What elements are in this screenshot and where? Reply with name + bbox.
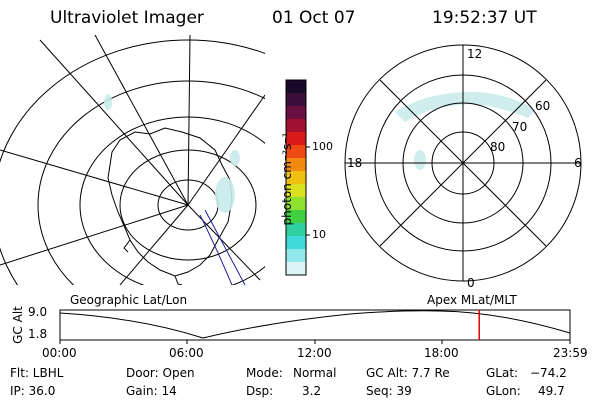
page-title: Ultraviolet Imager [50,8,204,28]
timeline-ticks [59,340,571,344]
lat-circle [0,39,265,285]
info-glat-label: GLat: [486,366,519,380]
colorbar-swatch [286,171,306,185]
timeline-xtick: 06:00 [169,346,204,360]
info-glat-value: −74.2 [530,366,567,380]
auroral-emission [104,94,240,213]
orbit-track [204,209,246,285]
colorbar-tick-10: 10 [312,228,326,241]
mlt-label-0: 0 [467,276,475,290]
header-date: 01 Oct 07 [272,8,356,28]
polar-emission [395,91,535,170]
colorbar-swatch [286,158,306,172]
timeline-xtick: 00:00 [42,346,77,360]
meridian-line [94,35,189,206]
meridian-line [0,204,189,266]
meridian-line [187,204,261,281]
colorbar-swatch [286,236,306,250]
info-mode-label: Mode: [246,366,283,380]
info-gain: Gain: 14 [126,384,177,398]
colorbar-swatch [286,80,306,94]
polar-plot [344,44,582,282]
info-dsp-value: 3.2 [302,384,322,398]
colorbar-swatch [286,249,306,263]
timeline-xtick: 23:59 [553,346,588,360]
mlat-label-80: 80 [490,140,506,154]
colorbar-swatch [286,210,306,224]
orbit-track [199,214,233,285]
timeline-ylabel: GC Alt [11,306,25,344]
colorbar-unit-label: photon cm⁻²s⁻¹ [280,132,294,226]
colorbar-swatch [286,93,306,107]
colorbar-tick-100: 100 [312,140,333,153]
polar-map-label: Apex MLat/MLT [427,293,517,307]
meridian-line [187,94,265,206]
lat-circle [119,149,257,261]
geo-map-label: Geographic Lat/Lon [70,293,188,307]
meridian-line [0,149,189,206]
colorbar-swatch [286,145,306,159]
info-flt: Flt: LBHL [10,366,64,380]
header-time: 19:52:37 UT [432,8,537,28]
info-gcalt: GC Alt: 7.7 Re [366,366,450,380]
colorbar-swatch [286,119,306,133]
info-ip: IP: 36.0 [10,384,56,398]
geographic-map [0,35,265,285]
colorbar-swatch [286,132,306,146]
timeline-xtick: 18:00 [424,346,459,360]
colorbar-swatch [286,223,306,237]
mlt-label-6: 6 [574,156,582,170]
meridian-line [119,204,189,285]
altitude-curve [59,310,571,339]
info-glon-value: 49.7 [538,384,565,398]
info-seq: Seq: 39 [366,384,412,398]
mlat-label-60: 60 [535,99,551,113]
timeline-ytick-high: 9.0 [28,305,48,319]
lat-circle [37,80,265,285]
colorbar [286,80,306,276]
antarctica-coastline [107,127,233,277]
info-dsp-label: Dsp: [246,384,274,398]
info-glon-label: GLon: [486,384,521,398]
colorbar-swatch [286,197,306,211]
timeline-xtick: 12:00 [297,346,332,360]
meridian-line [39,39,189,206]
info-door: Door: Open [126,366,195,380]
lat-circle [79,116,265,285]
peninsula-coastline [123,239,183,285]
colorbar-swatch [286,262,306,276]
colorbar-swatch [286,106,306,120]
mlt-label-18: 18 [347,156,363,170]
timeline-ytick-low: 1.8 [28,327,48,341]
meridian-line [187,35,191,206]
timeline-panel [59,309,571,344]
mlat-label-70: 70 [512,120,528,134]
info-mode-value: Normal [293,366,337,380]
colorbar-swatch [286,184,306,198]
mlt-label-12: 12 [467,47,483,61]
